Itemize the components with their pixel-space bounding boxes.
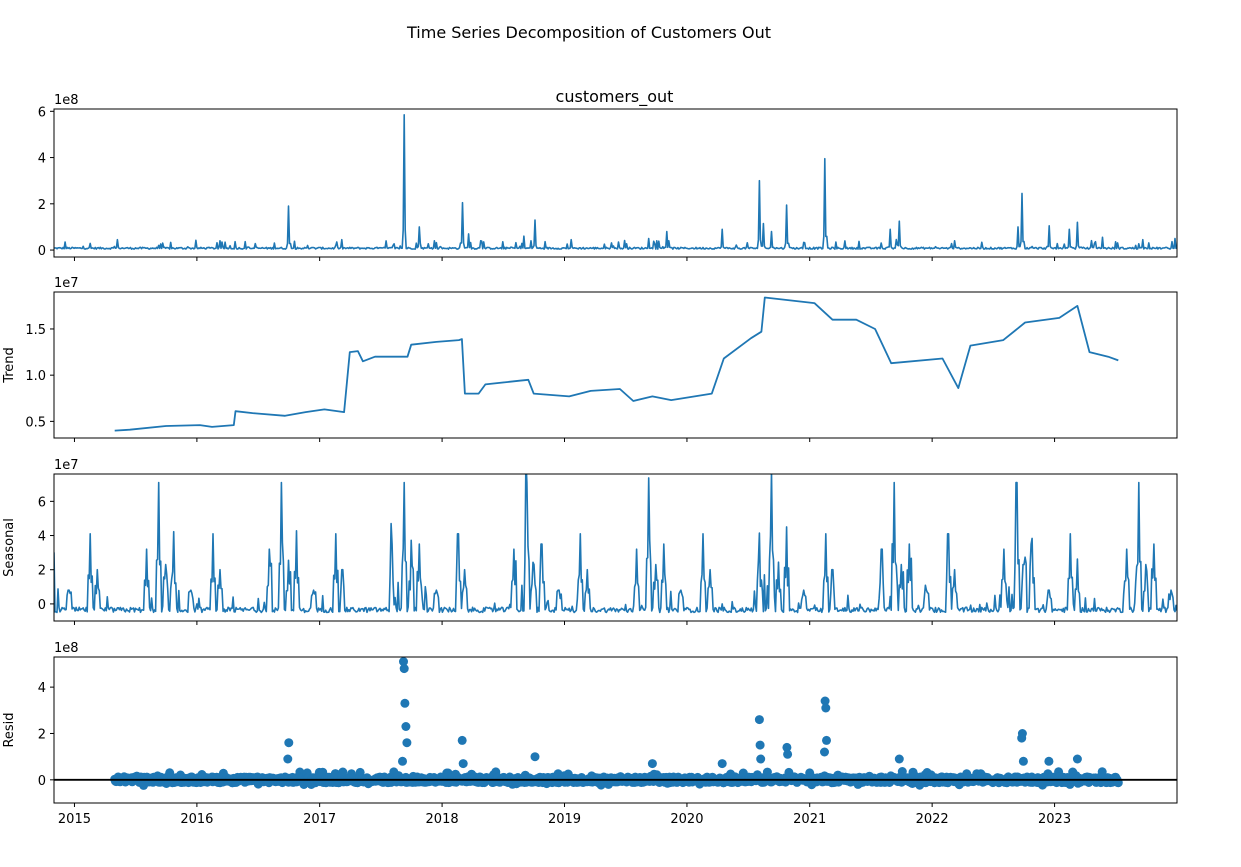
resid-outlier-point [756,754,766,764]
resid-outlier-point [400,698,410,708]
resid-outlier-point [399,664,409,674]
axes-frame-resid [53,656,1178,804]
resid-outlier-point [458,759,468,769]
resid-outlier-point [754,715,764,725]
resid-outlier-point [647,759,657,769]
resid-outlier-point [755,740,765,750]
y-tick-label: 2 [38,727,46,742]
resid-outlier-point [1072,754,1082,764]
axes-frame-observed [53,108,1178,258]
resid-outlier-point [284,738,294,748]
resid-outlier-point [894,754,904,764]
plot-area-resid [110,657,1123,790]
figure-suptitle: Time Series Decomposition of Customers O… [406,23,771,42]
resid-outlier-point [457,735,467,745]
y-tick-label: 1.5 [25,323,46,338]
resid-outlier-point [530,752,540,762]
y-tick-label: 0 [38,598,46,613]
resid-outlier-point [782,742,792,752]
x-tick-label: 2015 [58,812,91,827]
y-tick-label: 0.5 [25,415,46,430]
panel-title: customers_out [556,87,674,107]
resid-outlier-point [1044,756,1054,766]
panel-trend: 0.5 1.0 1.5 1e7 Trend [2,276,1178,442]
x-tick-label: 2016 [180,812,213,827]
resid-outlier-point [1017,733,1027,743]
y-axis-label: Resid [2,712,17,747]
resid-outlier-point [398,756,407,766]
resid-outlier-point [820,696,830,706]
y-offset-text: 1e8 [54,93,79,108]
axes-frame-trend [53,291,1178,439]
panels: 0 2 4 6 1e8 customers_out 0.5 1.0 1.5 1e7 Trend 0 2 4… [2,87,1178,827]
resid-outlier-point [1018,756,1028,766]
y-offset-text: 1e7 [54,458,79,473]
series-line-seasonal [54,474,1177,614]
x-tick-label: 2017 [303,812,336,827]
plot-area-seasonal [54,474,1177,614]
x-tick-label: 2020 [670,812,703,827]
y-tick-label: 4 [38,530,46,545]
panel-resid: 0 2 4 1e8 Resid 2015 2016 2017 2018 2019 2020 2021 2… [2,641,1178,827]
resid-outlier-point [283,754,293,764]
plot-area-trend [114,296,1119,432]
y-offset-text: 1e8 [54,641,79,656]
x-tick-label: 2019 [548,812,581,827]
y-tick-label: 1.0 [25,369,46,384]
plot-area-observed [54,114,1177,250]
y-tick-label: 2 [38,564,46,579]
y-tick-label: 2 [38,198,46,213]
x-tick-label: 2022 [916,812,949,827]
y-tick-label: 4 [38,152,46,167]
y-offset-text: 1e7 [54,276,79,291]
resid-point [338,767,348,777]
resid-outlier-point [820,747,829,757]
y-axis-label: Seasonal [2,518,17,577]
resid-point [897,767,907,776]
y-tick-label: 6 [38,495,46,510]
axes-frame-seasonal [53,473,1178,622]
y-tick-label: 0 [38,244,46,259]
x-tick-label: 2018 [426,812,459,827]
y-tick-label: 6 [38,105,46,120]
resid-outlier-point [402,738,412,748]
panel-seasonal: 0 2 4 6 1e7 Seasonal [2,458,1178,625]
panel-observed: 0 2 4 6 1e8 customers_out [38,87,1178,261]
resid-outlier-point [401,722,411,731]
y-axis-label: Trend [2,347,17,384]
resid-outlier-point [717,759,727,769]
resid-outlier-point [821,703,831,713]
y-tick-label: 0 [38,774,46,789]
resid-points [110,657,1123,790]
resid-outlier-point [783,749,793,759]
series-line-trend [114,296,1119,432]
y-tick-label: 4 [38,681,46,696]
resid-outlier-point [822,735,831,745]
series-line-observed [54,114,1177,250]
resid-outlier-point [399,657,408,667]
x-tick-label: 2021 [793,812,826,827]
x-tick-label: 2023 [1038,812,1071,827]
